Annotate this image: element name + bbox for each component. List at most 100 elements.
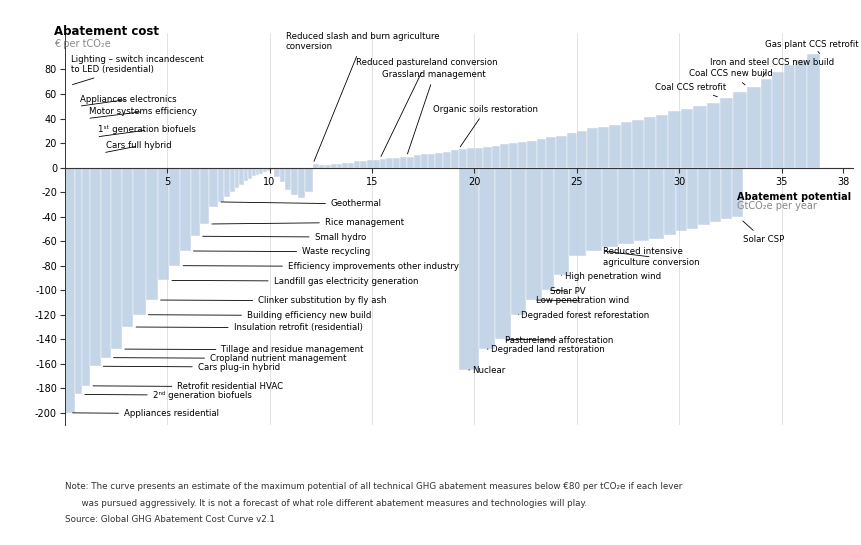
Bar (247, 167, 251, 179)
Bar (720, 167, 731, 219)
Text: Coal CCS new build: Coal CCS new build (689, 69, 772, 85)
Bar (169, 167, 180, 265)
Text: Cars plug-in hybrid: Cars plug-in hybrid (103, 362, 280, 372)
Bar (122, 167, 133, 327)
Bar (279, 167, 285, 182)
Bar (319, 165, 325, 167)
Bar (393, 158, 400, 167)
Bar (90, 167, 101, 366)
Text: Appliances electronics: Appliances electronics (80, 95, 177, 106)
Bar (511, 167, 525, 314)
Bar (719, 98, 733, 167)
Bar (244, 167, 247, 181)
Bar (238, 167, 244, 185)
Text: Reduced pastureland conversion: Reduced pastureland conversion (355, 58, 497, 156)
Text: Tillage and residue management: Tillage and residue management (125, 346, 363, 354)
Text: Pastureland afforestation: Pastureland afforestation (505, 336, 613, 344)
Text: Small hydro: Small hydro (202, 233, 365, 241)
Bar (218, 167, 224, 202)
Bar (400, 156, 406, 167)
Text: Lighting – switch incandescent
to LED (residential): Lighting – switch incandescent to LED (r… (71, 55, 203, 84)
Bar (587, 128, 598, 167)
Bar (467, 148, 474, 167)
Bar (554, 167, 568, 275)
Text: Abatement potential: Abatement potential (736, 192, 850, 202)
Bar (200, 167, 209, 224)
Bar (631, 120, 643, 167)
Bar (65, 167, 75, 413)
Bar (263, 167, 266, 172)
Bar (274, 167, 279, 177)
Bar (325, 165, 331, 167)
Bar (601, 167, 617, 247)
Text: Cars full hybrid: Cars full hybrid (106, 141, 171, 153)
Bar (492, 146, 500, 167)
Bar (234, 167, 238, 189)
Bar (209, 167, 218, 207)
Bar (313, 164, 319, 167)
Text: Organic soils restoration: Organic soils restoration (433, 105, 538, 147)
Text: Rice management: Rice management (212, 218, 404, 227)
Bar (450, 150, 458, 167)
Bar (697, 167, 709, 225)
Bar (266, 167, 270, 171)
Bar (331, 164, 337, 167)
Text: Gas plant CCS retrofit: Gas plant CCS retrofit (765, 40, 858, 53)
Bar (566, 133, 576, 167)
Bar (443, 152, 450, 167)
Text: Retrofit residential HVAC: Retrofit residential HVAC (93, 382, 283, 391)
Bar (500, 144, 508, 167)
Bar (536, 140, 546, 167)
Text: Coal CCS retrofit: Coal CCS retrofit (653, 82, 725, 97)
Bar (190, 167, 200, 237)
Bar (731, 167, 742, 216)
Bar (420, 154, 428, 167)
Bar (709, 167, 720, 221)
Bar (508, 143, 517, 167)
Bar (667, 111, 680, 167)
Bar (474, 148, 483, 167)
Bar (251, 167, 256, 176)
Bar (406, 156, 413, 167)
Bar (373, 160, 380, 167)
Text: Iron and steel CCS new build: Iron and steel CCS new build (709, 58, 833, 77)
Bar (180, 167, 190, 251)
Bar (82, 167, 90, 386)
Bar (555, 136, 566, 167)
Bar (585, 167, 601, 251)
Text: Clinker substitution by fly ash: Clinker substitution by fly ash (160, 296, 387, 305)
Text: Waste recycling: Waste recycling (193, 247, 370, 256)
Bar (146, 167, 158, 300)
Bar (458, 149, 467, 167)
Bar (541, 167, 554, 290)
Text: 1ˢᵗ generation biofuels: 1ˢᵗ generation biofuels (98, 125, 196, 137)
Bar (101, 167, 110, 358)
Bar (158, 167, 169, 280)
Bar (692, 106, 706, 167)
Bar (794, 59, 806, 167)
Text: Abatement cost: Abatement cost (54, 25, 159, 38)
Bar (354, 161, 360, 167)
Bar (259, 167, 263, 174)
Bar (133, 167, 146, 314)
Bar (568, 167, 585, 256)
Bar (527, 141, 536, 167)
Text: Source: Global GHG Abatement Cost Curve v2.1: Source: Global GHG Abatement Cost Curve … (65, 515, 274, 524)
Bar (620, 122, 631, 167)
Bar (546, 137, 555, 167)
Bar (229, 167, 234, 192)
Bar (342, 162, 348, 167)
Bar (598, 127, 609, 167)
Text: Building efficiency new build: Building efficiency new build (148, 311, 371, 320)
Bar (675, 167, 686, 231)
Bar (386, 158, 393, 167)
Bar (706, 102, 719, 167)
Bar (428, 154, 435, 167)
Bar (609, 125, 620, 167)
Bar (285, 167, 291, 190)
Text: Landfill gas electricity generation: Landfill gas electricity generation (171, 277, 418, 286)
Text: GtCO₂e per year: GtCO₂e per year (736, 201, 815, 211)
Text: Cropland nutrient management: Cropland nutrient management (114, 354, 346, 363)
Text: Solar PV: Solar PV (549, 287, 585, 295)
Bar (483, 147, 492, 167)
